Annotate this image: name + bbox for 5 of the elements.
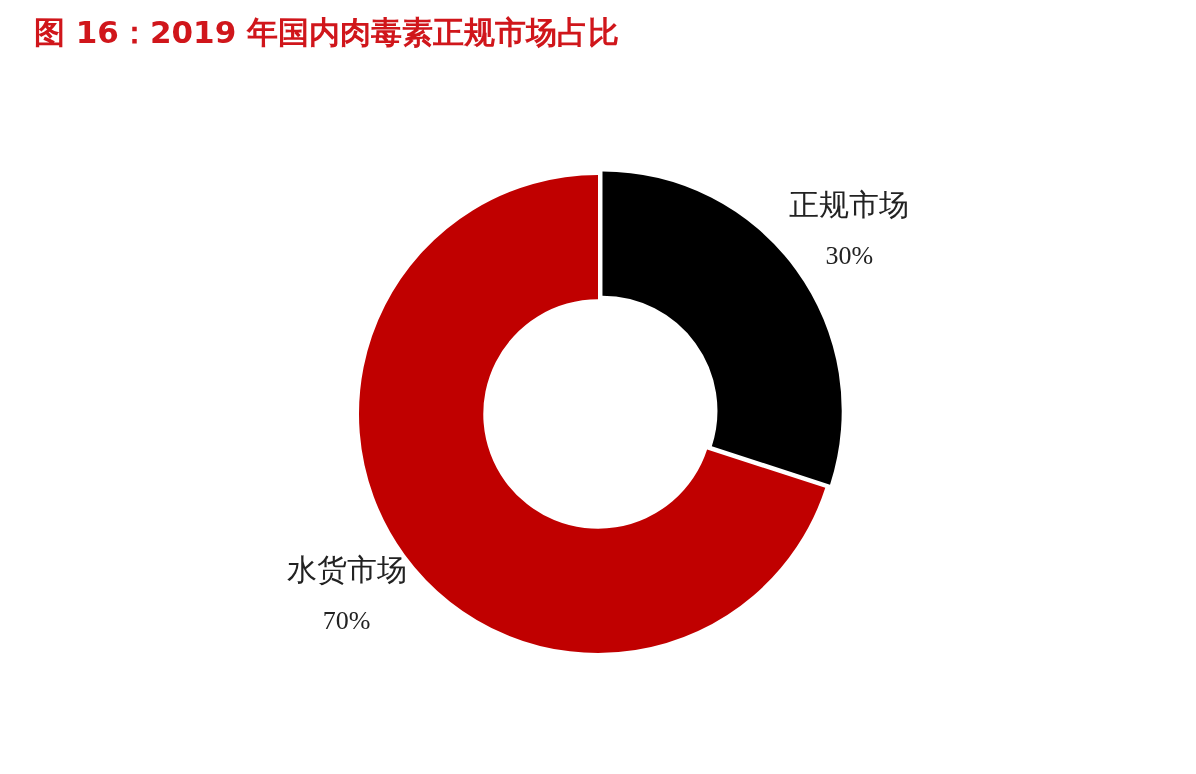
slice-label: 水货市场 bbox=[286, 552, 407, 588]
slice-label: 正规市场 bbox=[789, 187, 910, 223]
data-label: 70% bbox=[322, 606, 371, 636]
chart-title: 图 16：2019 年国内肉毒素正规市场占比 bbox=[34, 13, 620, 52]
data-label: 30% bbox=[825, 241, 874, 271]
